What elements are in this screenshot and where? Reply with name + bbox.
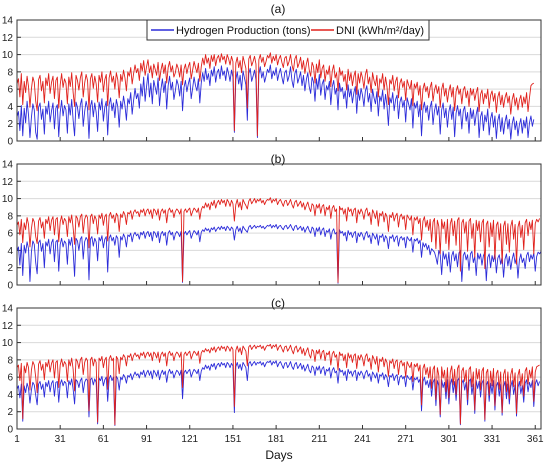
panel-c-xtick-label-361: 361: [527, 434, 544, 445]
legend-label-hydrogen: Hydrogen Production (tons): [176, 25, 311, 37]
panel-b-ytick-label-0: 0: [7, 281, 13, 292]
panel-c-lines: [16, 343, 540, 426]
panel-a-series-dni-line: [16, 52, 535, 137]
panel-c-axes-box: [16, 307, 542, 430]
legend: Hydrogen Production (tons) DNI (kWh/m²/d…: [146, 19, 430, 41]
panel-c-ytick-label-8: 8: [7, 355, 13, 366]
panel-c-xtick-label-181: 181: [268, 434, 285, 445]
panel-b: (b) 0 2 4 6 8 10 12 14: [2, 152, 542, 292]
panel-c-series-hydrogen-line: [16, 360, 540, 426]
panel-b-grid: [17, 180, 541, 269]
panel-a-lines: [16, 52, 535, 140]
panel-b-ytick-label-14: 14: [2, 160, 14, 171]
panel-a-ytick-label-0: 0: [7, 137, 13, 148]
panel-c-xtick-label-211: 211: [311, 434, 327, 445]
panel-c-ytick-label-6: 6: [7, 373, 13, 384]
panel-a-ytick-label-8: 8: [7, 67, 13, 78]
x-axis-title: Days: [265, 448, 292, 462]
panel-b-ytick-label-6: 6: [7, 229, 13, 240]
legend-label-dni: DNI (kWh/m²/day): [336, 25, 424, 37]
panel-c-xtick-label-331: 331: [484, 434, 501, 445]
panel-b-series-dni-line: [16, 197, 540, 283]
panel-c-ytick-label-0: 0: [7, 425, 13, 436]
legend-box: [146, 19, 430, 41]
panel-b-ytick-label-10: 10: [2, 194, 14, 205]
panel-b-ytick-label-8: 8: [7, 211, 13, 222]
panel-c-xtick-label-121: 121: [181, 434, 198, 445]
panel-c-ytick-label-10: 10: [2, 338, 14, 349]
panel-a-ytick-label-2: 2: [7, 119, 13, 130]
panel-b-title: (b): [271, 152, 286, 166]
panel-a-title: (a): [271, 2, 286, 16]
panel-c-xtick-label-31: 31: [55, 434, 67, 445]
panel-c-xtick-label-301: 301: [441, 434, 458, 445]
panel-a-ytick-label-4: 4: [7, 102, 13, 113]
panel-c-series-dni-line: [16, 343, 540, 426]
panel-a-ytick-label-14: 14: [2, 16, 14, 27]
panel-c-xtick-label-241: 241: [354, 434, 371, 445]
panel-b-lines: [16, 197, 542, 284]
panel-b-ytick-label-2: 2: [7, 263, 13, 274]
panel-c-xtick-label-61: 61: [98, 434, 110, 445]
panel-c-ytick-label-4: 4: [7, 390, 13, 401]
panel-b-axes-box: [16, 163, 542, 286]
panel-c-ytick-label-2: 2: [7, 407, 13, 418]
panel-b-ytick-label-4: 4: [7, 246, 13, 257]
panel-c-xticks: 1 31 61 91 121 151 181 211 241 271 301 331 361: [14, 425, 544, 445]
panel-c-ytick-label-12: 12: [2, 321, 14, 332]
panel-a-ytick-label-10: 10: [2, 50, 14, 61]
panel-c-ytick-label-14: 14: [2, 304, 14, 315]
panel-a-series-hydrogen-line: [16, 64, 535, 140]
panel-c-xtick-label-91: 91: [141, 434, 153, 445]
panel-c-xtick-label-151: 151: [225, 434, 242, 445]
panel-c: (c) 0 2 4 6 8 10 12 14 1 31 61 91 121 151 181 211 241 27…: [2, 296, 544, 462]
panel-a-ytick-label-12: 12: [2, 33, 14, 44]
panel-a-ytick-label-6: 6: [7, 85, 13, 96]
panel-c-title: (c): [271, 296, 285, 310]
panel-b-series-hydrogen-line: [16, 224, 542, 284]
panel-c-xtick-label-1: 1: [14, 434, 20, 445]
panel-b-ytick-label-12: 12: [2, 177, 14, 188]
panel-c-xtick-label-271: 271: [397, 434, 414, 445]
